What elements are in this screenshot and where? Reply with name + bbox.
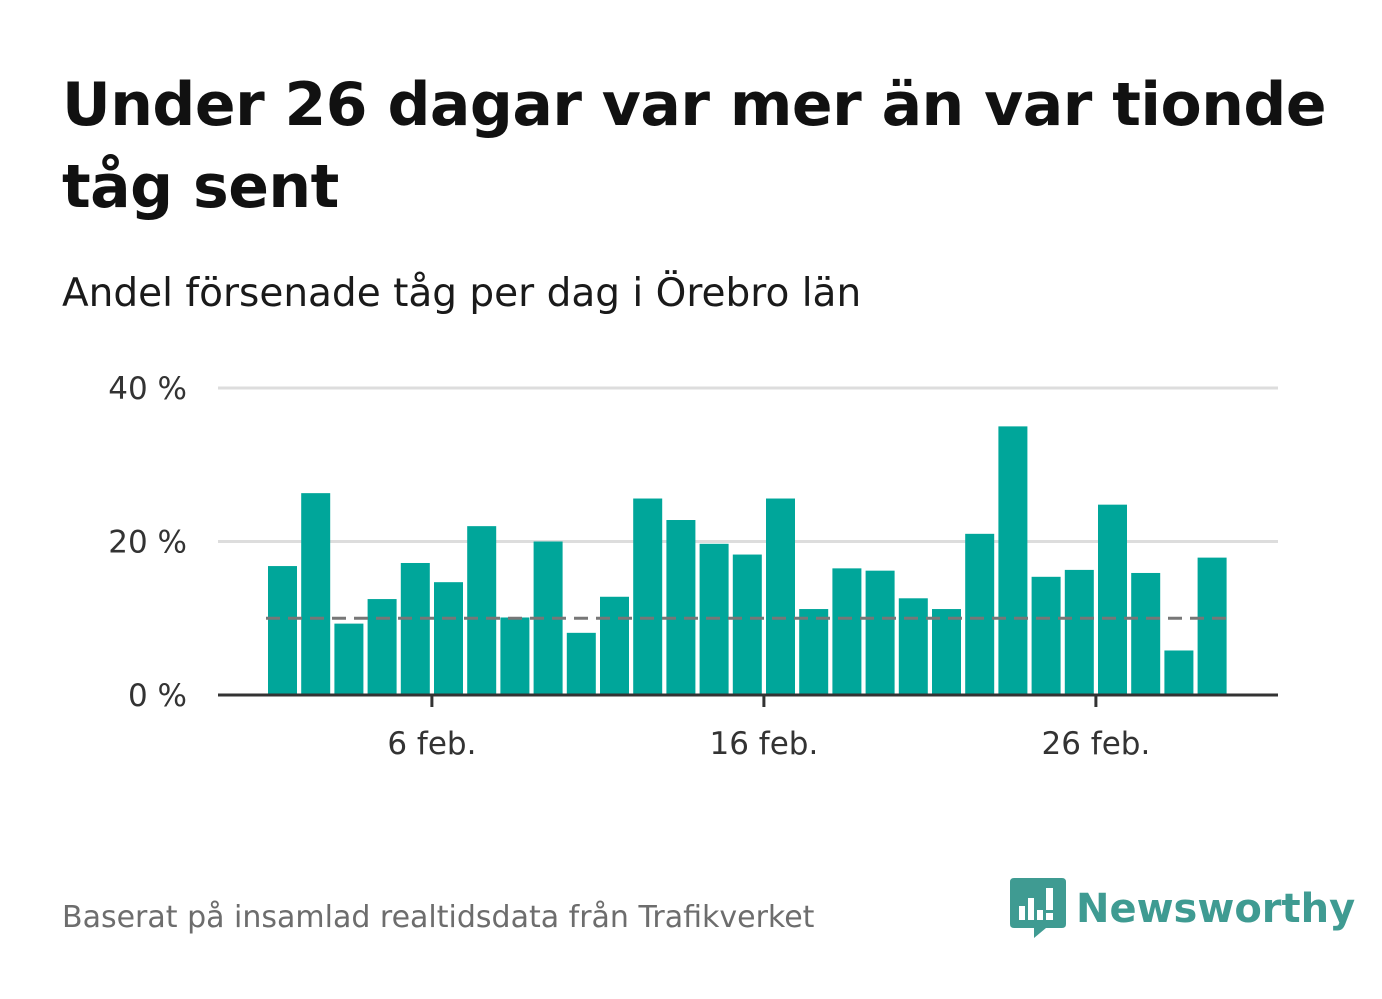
y-tick-label: 20 %: [108, 525, 187, 561]
bar: [434, 582, 463, 695]
bar: [400, 562, 430, 695]
bar: [1164, 650, 1194, 695]
source-note: Baserat på insamlad realtidsdata från Tr…: [62, 900, 815, 935]
bar: [998, 426, 1028, 695]
bar: [467, 526, 497, 695]
bars: [268, 426, 1227, 695]
bar: [732, 554, 762, 695]
bar: [898, 598, 928, 695]
bar: [1098, 504, 1127, 695]
x-tick-label: 16 feb.: [709, 726, 818, 762]
bar: [367, 599, 397, 695]
bar: [666, 520, 696, 695]
y-tick-label: 0 %: [128, 678, 187, 714]
bar: [633, 498, 663, 695]
bar: [500, 617, 530, 695]
x-tick-label: 26 feb.: [1041, 726, 1150, 762]
bar: [965, 533, 995, 695]
bar: [301, 493, 331, 695]
bar: [799, 609, 829, 695]
axes: 0 % 20 % 40 % 6 feb. 16 feb. 26 feb.: [108, 371, 1278, 762]
y-tick-label: 40 %: [108, 371, 187, 407]
x-tick-label: 6 feb.: [387, 726, 476, 762]
bar: [832, 568, 862, 695]
bar: [566, 632, 596, 695]
bar: [932, 609, 961, 695]
chart-title: Under 26 dagar var mer än var tionde tåg…: [62, 70, 1327, 222]
brand-logo: Newsworthy: [1010, 878, 1355, 940]
bar: [865, 570, 895, 695]
bar: [600, 596, 629, 695]
bar: [268, 566, 297, 695]
chart-subtitle: Andel försenade tåg per dag i Örebro län: [62, 271, 862, 316]
bar: [1064, 569, 1094, 695]
bar: [1131, 572, 1161, 695]
bar: [334, 623, 364, 695]
bar: [1197, 557, 1227, 695]
bar: [766, 498, 795, 695]
bar-chart-speech-bubble-icon: [1010, 878, 1066, 938]
brand-name: Newsworthy: [1076, 886, 1356, 932]
bar: [1031, 576, 1061, 695]
